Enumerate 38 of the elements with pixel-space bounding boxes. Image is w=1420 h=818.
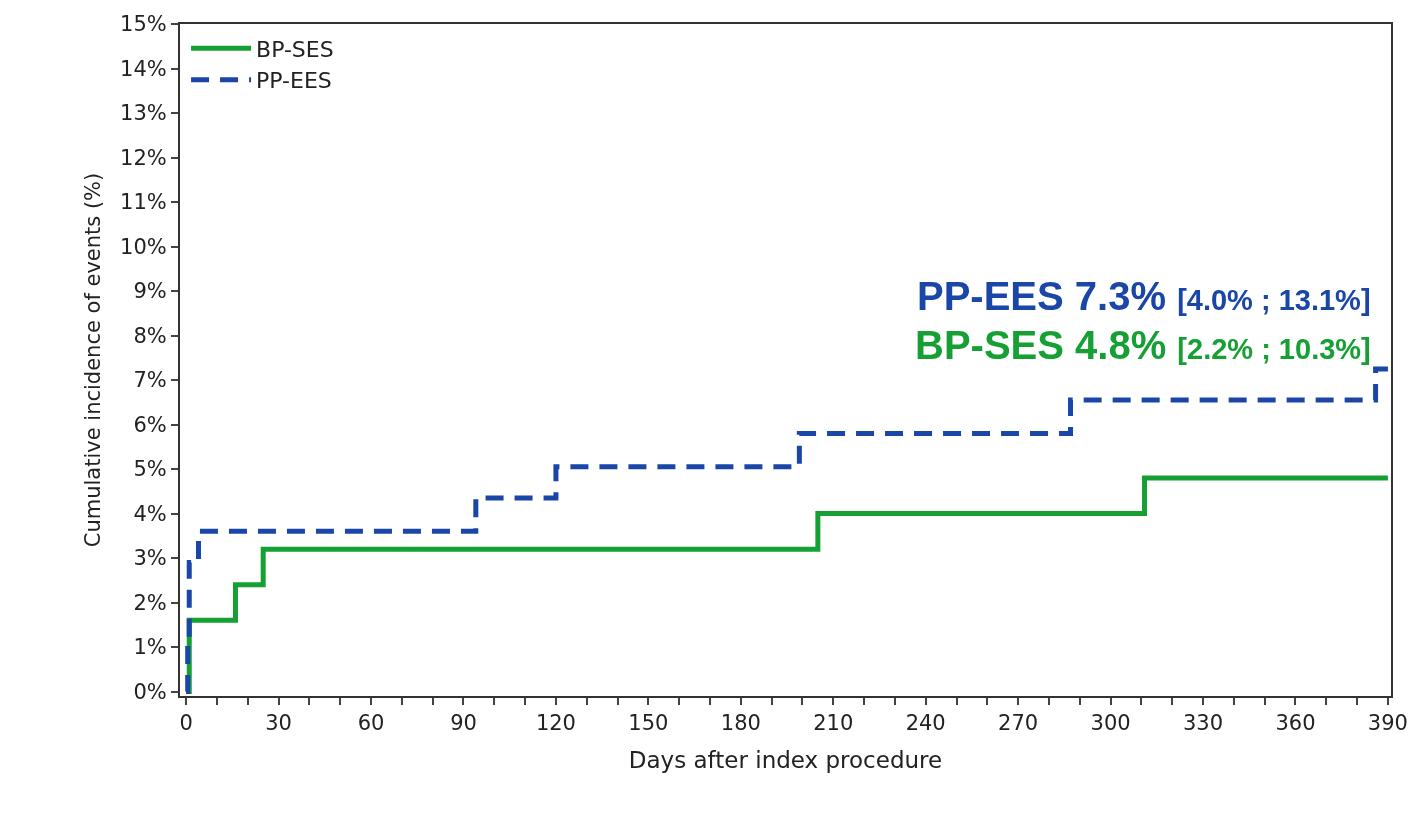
y-tick-label: 12% [120,145,167,170]
y-tick-label: 6% [133,412,167,437]
x-tick-label: 330 [1182,711,1224,736]
x-axis-title: Days after index procedure [628,747,943,774]
legend-label: PP-EES [256,68,332,94]
y-tick-label: 9% [133,279,167,304]
y-tick-label: 14% [120,56,167,81]
x-tick-label: 60 [357,711,385,736]
x-tick-label: 360 [1275,711,1316,736]
x-tick-label: 390 [1367,711,1408,736]
x-tick-label: 0 [179,711,193,736]
y-axis-title: Cumulative incidence of events (%) [80,172,105,548]
y-tick-label: 5% [133,457,167,482]
x-tick-label: 300 [1090,711,1131,736]
y-tick-label: 0% [133,679,167,704]
y-tick-label: 1% [133,635,167,660]
annotation: PP-EES 7.3% [917,274,1167,318]
x-tick-label: 90 [450,711,477,736]
legend-label: BP-SES [256,36,334,62]
y-tick-label: 2% [133,590,167,615]
y-tick-label: 13% [120,101,167,126]
y-tick-label: 8% [133,323,167,348]
x-tick-label: 270 [998,711,1039,736]
annotation: [2.2% ; 10.3%] [1177,333,1371,365]
annotation: [4.0% ; 13.1%] [1177,284,1371,316]
y-tick-label: 15% [120,12,167,37]
x-tick-label: 210 [813,711,854,736]
x-tick-label: 30 [265,711,292,736]
y-tick-label: 11% [120,190,167,215]
annotation: BP-SES 4.8% [915,323,1167,367]
y-tick-label: 3% [133,546,167,571]
x-tick-label: 180 [720,711,761,736]
y-tick-label: 7% [133,368,167,393]
y-tick-label: 4% [133,501,167,526]
x-tick-label: 150 [628,711,669,736]
x-tick-label: 120 [535,711,576,736]
x-tick-label: 240 [905,711,946,736]
y-tick-label: 10% [120,234,167,259]
